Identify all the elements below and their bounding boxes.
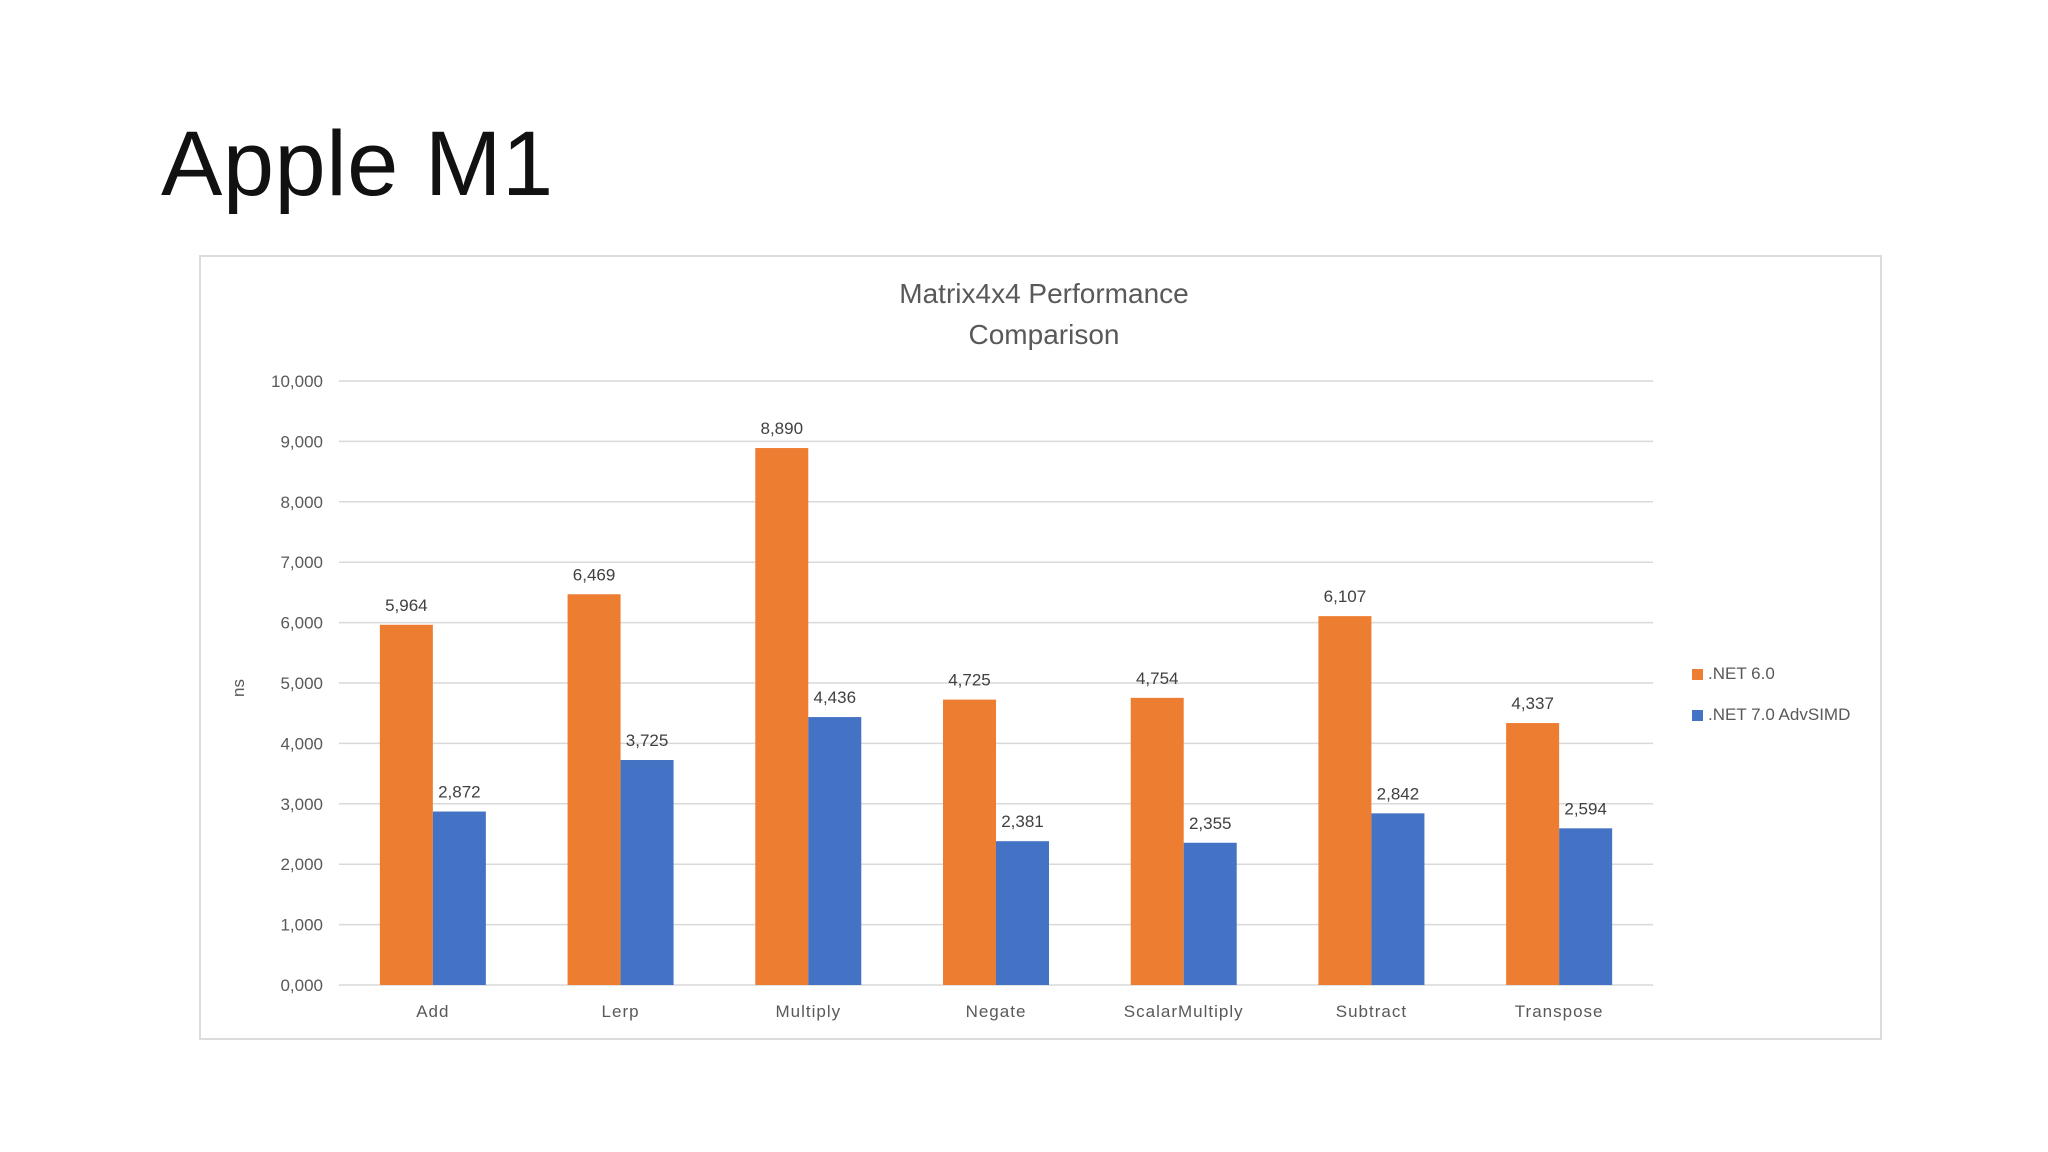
bar-net6-transpose: [1506, 723, 1560, 985]
y-tick-label: 10,000: [271, 372, 323, 391]
x-tick-label: Subtract: [1336, 1002, 1407, 1021]
data-label: 2,872: [438, 783, 481, 802]
data-label: 8,890: [761, 419, 804, 438]
bar-net7-transpose: [1559, 828, 1613, 985]
data-label: 2,381: [1001, 812, 1044, 831]
bar-net7-add: [432, 811, 486, 985]
bar-net6-subtract: [1318, 616, 1372, 985]
data-label: 6,107: [1324, 587, 1367, 606]
bar-net6-add: [379, 624, 433, 985]
y-tick-label: 3,000: [280, 795, 323, 814]
bar-net7-negate: [996, 841, 1049, 985]
data-label: 2,355: [1189, 814, 1232, 833]
data-label: 6,469: [573, 565, 616, 584]
bar-net7-subtract: [1371, 813, 1425, 985]
data-label: 4,754: [1136, 669, 1179, 688]
y-tick-label: 7,000: [280, 553, 323, 572]
y-tick-label: 4,000: [280, 734, 323, 753]
bar-net6-lerp: [567, 594, 621, 985]
data-label: 4,337: [1511, 694, 1554, 713]
data-label: 4,436: [814, 688, 857, 707]
x-tick-label: ScalarMultiply: [1124, 1002, 1244, 1021]
y-tick-label: 8,000: [280, 493, 323, 512]
y-tick-label: 5,000: [280, 674, 323, 693]
x-tick-label: Add: [416, 1002, 449, 1021]
y-axis-label: ns: [229, 679, 248, 697]
chart-frame: Matrix4x4 Performance Comparison 0,000 1,00…: [199, 255, 1882, 1040]
bar-net6-multiply: [755, 448, 809, 985]
x-tick-label: Transpose: [1515, 1002, 1604, 1021]
bar-chart: Matrix4x4 Performance Comparison 0,000 1,00…: [229, 278, 1850, 1021]
x-tick-label: Multiply: [775, 1002, 841, 1021]
y-tick-label: 0,000: [280, 976, 323, 995]
y-tick-label: 9,000: [280, 432, 323, 451]
legend-swatch: [1692, 710, 1703, 721]
chart-title-line: Matrix4x4 Performance: [899, 278, 1188, 309]
legend-swatch: [1692, 669, 1703, 680]
data-label: 5,964: [385, 596, 428, 615]
bar-net6-negate: [943, 699, 996, 985]
y-tick-label: 6,000: [280, 614, 323, 633]
bar-net7-multiply: [808, 717, 862, 985]
legend-label: .NET 6.0: [1708, 664, 1775, 683]
data-label: 3,725: [626, 731, 669, 750]
x-tick-label: Negate: [966, 1002, 1027, 1021]
legend-label: .NET 7.0 AdvSIMD: [1708, 705, 1850, 724]
x-tick-label: Lerp: [602, 1002, 640, 1021]
bar-net7-lerp: [620, 760, 674, 985]
bar-net7-scalarmultiply: [1183, 842, 1237, 985]
data-label: 4,725: [948, 671, 991, 690]
y-tick-label: 1,000: [280, 916, 323, 935]
chart-title-line: Comparison: [969, 319, 1120, 350]
slide-title: Apple M1: [161, 113, 554, 215]
bar-net6-scalarmultiply: [1130, 697, 1184, 985]
y-tick-label: 2,000: [280, 855, 323, 874]
data-label: 2,842: [1377, 784, 1420, 803]
data-label: 2,594: [1564, 799, 1607, 818]
